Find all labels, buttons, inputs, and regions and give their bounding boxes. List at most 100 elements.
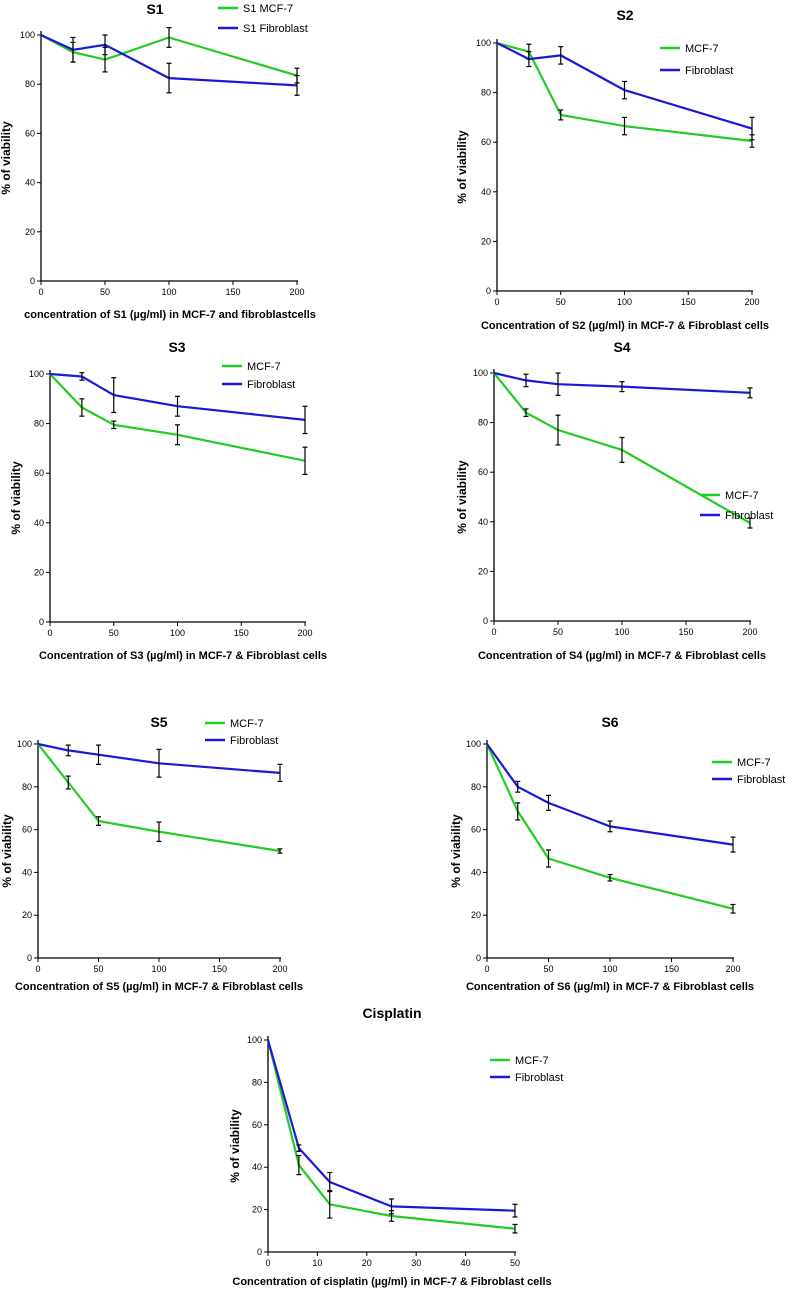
s1-y-tick-label: 100 [20,30,35,40]
s1-fibroblast-error-bar [70,36,76,63]
s5-y-tick-label: 40 [22,867,32,877]
s3-mcf7-error-bar [111,420,117,430]
s6-mcf7-error-bar [730,903,736,914]
cisplatin-y-tick-label: 80 [252,1077,262,1087]
cisplatin-title: Cisplatin [362,1005,421,1021]
s6-legend-label: Fibroblast [737,774,785,786]
s5-y-tick-label: 0 [27,953,32,963]
s2-x-tick-label: 0 [494,297,499,307]
s3-mcf7-error-bar [175,424,180,446]
s6-y-axis-label: % of viability [449,814,463,888]
cisplatin-y-tick-label: 40 [252,1162,262,1172]
cisplatin-y-tick-label: 20 [252,1205,262,1215]
s1-x-tick-label: 0 [38,287,43,297]
cisplatin-x-tick-label: 40 [461,1258,471,1268]
s5-y-tick-label: 100 [17,739,32,749]
s3-legend-mcf7: MCF-7 [222,361,281,373]
s5-y-tick-label: 20 [22,910,32,920]
s2-y-axis-label: % of viability [455,130,469,204]
cisplatin-x-tick-label: 30 [411,1258,421,1268]
s3-y-tick-label: 40 [34,518,44,528]
s2-x-tick-label: 50 [556,297,566,307]
s4-y-tick-label: 100 [473,368,488,378]
s5-x-axis-label: Concentration of S5 (µg/ml) in MCF-7 & F… [15,981,303,993]
s6-y-tick-label: 0 [476,953,481,963]
s4-chart: S4 0 20 40 60 80 100 0 50 100 150 200 Concentration … [455,339,773,662]
s3-x-tick-label: 100 [170,628,185,638]
s3-fibroblast-error-bar [111,377,117,414]
s5-chart: S5 0 20 40 60 80 100 0 50 100 150 200 Concentration … [0,714,303,993]
s4-fibroblast-error-bar [523,373,529,388]
cisplatin-fibroblast-line [266,1039,516,1212]
s6-legend-label: MCF-7 [737,757,771,769]
s5-x-tick-label: 200 [272,964,287,974]
cisplatin-y-tick-label: 0 [257,1247,262,1257]
s6-x-tick-label: 0 [484,964,489,974]
cisplatin-x-tick-label: 0 [265,1258,270,1268]
s6-y-tick-label: 60 [471,825,481,835]
s3-mcf7-error-bar [79,398,85,417]
s5-fibroblast-error-bar [65,744,71,757]
s5-y-tick-label: 60 [22,825,32,835]
s2-legend-label: MCF-7 [685,43,719,55]
s3-mcf7-error-bar [302,446,308,476]
s5-legend-label: MCF-7 [230,718,264,730]
s4-y-tick-label: 40 [478,517,488,527]
s5-legend-label: Fibroblast [230,735,278,747]
s6-chart: S6 0 20 40 60 80 100 0 50 100 150 200 Concentration … [449,714,785,993]
s1-fibroblast-error-bar [294,74,300,96]
s2-y-tick-label: 60 [481,137,491,147]
cisplatin-legend-mcf7: MCF-7 [490,1055,549,1067]
s1-x-tick-label: 200 [289,287,304,297]
s1-y-tick-label: 40 [25,178,35,188]
s4-legend-label: MCF-7 [725,490,759,502]
cisplatin-fibroblast-error-bar [389,1198,394,1215]
s3-y-tick-label: 80 [34,419,44,429]
s1-fibroblast-error-bar [166,62,172,94]
cisplatin-legend-label: Fibroblast [515,1072,563,1084]
s1-title: S1 [146,1,163,17]
s3-chart: S3 0 20 40 60 80 100 0 50 100 150 200 Concentration … [9,339,327,662]
s2-x-tick-label: 100 [617,297,632,307]
s2-y-tick-label: 0 [486,286,491,296]
s1-y-tick-label: 80 [25,79,35,89]
s2-x-tick-label: 200 [744,297,759,307]
s6-x-tick-label: 200 [725,964,740,974]
s5-legend-fibroblast: Fibroblast [205,735,278,747]
s6-fibroblast-error-bar [607,820,613,833]
s4-mcf7-error-bar [619,436,625,463]
s4-fibroblast-error-bar [747,387,753,399]
s2-y-tick-label: 100 [476,38,491,48]
s2-fibroblast-error-bar [526,51,532,68]
s6-x-axis-label: Concentration of S6 (µg/ml) in MCF-7 & F… [466,981,754,993]
s1-fibroblast-error-bar [102,34,108,56]
s5-fibroblast-error-bar [156,748,162,778]
s2-x-axis-label: Concentration of S2 (µg/ml) in MCF-7 & F… [481,320,769,332]
s3-x-tick-label: 0 [47,628,52,638]
s3-y-tick-label: 0 [39,617,44,627]
s4-mcf7-error-bar [523,408,529,417]
s4-x-tick-label: 200 [742,627,757,637]
s4-x-axis-label: Concentration of S4 (µg/ml) in MCF-7 & F… [478,650,766,662]
cisplatin-y-axis-label: % of viability [228,1109,242,1183]
s3-legend-fibroblast: Fibroblast [222,379,295,391]
s2-mcf7-error-bar [558,109,564,121]
cisplatin-mcf7-error-bar [296,1154,302,1176]
s4-y-tick-label: 80 [478,418,488,428]
s6-x-tick-label: 150 [664,964,679,974]
s2-legend-mcf7: MCF-7 [660,43,719,55]
s3-fibroblast-error-bar [302,405,308,435]
s6-fibroblast-error-bar [730,836,736,853]
s2-legend-fibroblast: Fibroblast [660,65,733,77]
s6-x-tick-label: 100 [602,964,617,974]
s1-x-tick-label: 100 [161,287,176,297]
cisplatin-x-tick-label: 50 [510,1258,520,1268]
cisplatin-fibroblast-error-bar [327,1171,333,1193]
s3-x-tick-label: 200 [297,628,312,638]
s2-title: S2 [616,7,633,23]
s5-mcf7-error-bar [96,816,101,826]
s4-mcf7-error-bar [555,414,561,446]
s2-mcf7-error-bar [622,116,627,136]
s2-x-tick-label: 150 [681,297,696,307]
